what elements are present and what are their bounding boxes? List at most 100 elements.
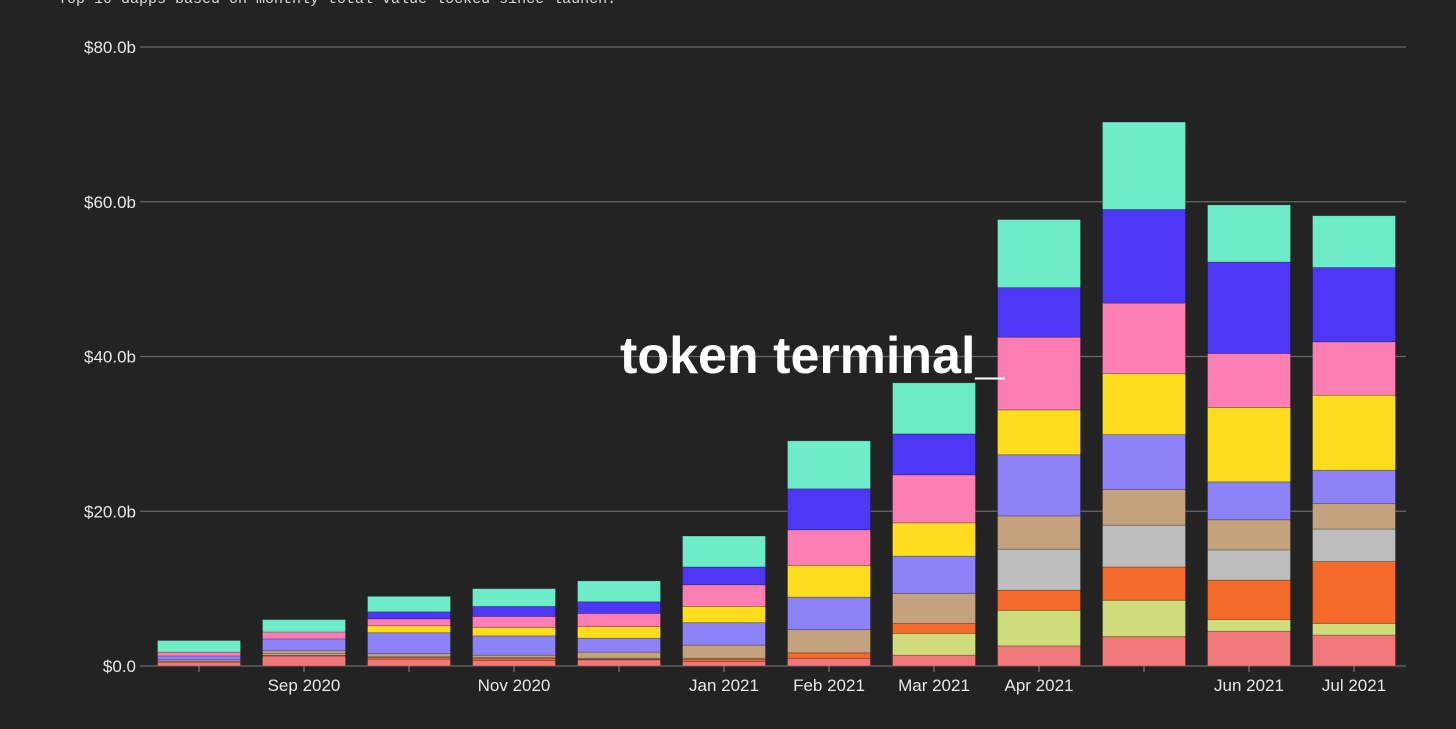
- bar-segment: [787, 657, 871, 667]
- bar-segment: [1207, 630, 1291, 667]
- bar-segment: [682, 606, 766, 624]
- bar-segment: [1312, 267, 1396, 343]
- bar-segment: [577, 612, 661, 627]
- bar-segment: [1312, 469, 1396, 504]
- bar-segment: [1102, 524, 1186, 568]
- bar-layer: [157, 121, 1396, 667]
- bar-segment: [1312, 623, 1396, 636]
- bar-segment: [1207, 519, 1291, 551]
- bar-segment: [997, 454, 1081, 517]
- bar-segment: [262, 655, 346, 667]
- bar-segment: [472, 588, 556, 607]
- x-tick-label: Apr 2021: [1005, 676, 1074, 695]
- bar-segment: [1312, 394, 1396, 471]
- x-tick-label: Jun 2021: [1214, 676, 1284, 695]
- x-tick-label: Mar 2021: [898, 676, 970, 695]
- y-tick-label: $80.0b: [84, 38, 136, 57]
- y-tick-label: $40.0b: [84, 348, 136, 367]
- bar-segment: [1312, 341, 1396, 396]
- bar-segment: [787, 596, 871, 631]
- bar-segment: [1102, 373, 1186, 436]
- bar-segment: [682, 535, 766, 568]
- bar-segment: [682, 566, 766, 586]
- bar-segment: [682, 622, 766, 646]
- bar-segment: [892, 592, 976, 624]
- bar-segment: [472, 660, 556, 667]
- bar-segment: [1207, 204, 1291, 263]
- bar-segment: [367, 653, 451, 658]
- bar-segment: [577, 659, 661, 667]
- bar-segment: [577, 601, 661, 614]
- bar-segment: [1312, 503, 1396, 530]
- watermark-logo: token terminal_: [620, 327, 1005, 385]
- bar-segment: [787, 529, 871, 566]
- bar-segment: [892, 654, 976, 667]
- bar-segment: [1102, 121, 1186, 210]
- x-tick-label: Feb 2021: [793, 676, 865, 695]
- bar-segment: [157, 661, 241, 667]
- x-tick-label: Jan 2021: [689, 676, 759, 695]
- bar-segment: [1102, 302, 1186, 374]
- bar-segment: [682, 660, 766, 667]
- bar-segment: [892, 474, 976, 524]
- bar-segment: [682, 644, 766, 659]
- bar-segment: [262, 650, 346, 655]
- bar-segment: [157, 651, 241, 657]
- bar-segment: [1312, 528, 1396, 562]
- bar-segment: [1207, 407, 1291, 483]
- y-tick-label: $0.0: [103, 657, 136, 676]
- bar-segment: [1312, 215, 1396, 268]
- y-tick-label: $20.0b: [84, 502, 136, 521]
- bar-segment: [682, 584, 766, 607]
- bar-segment: [892, 433, 976, 476]
- bar-segment: [892, 382, 976, 435]
- bar-segment: [1207, 579, 1291, 620]
- bar-segment: [472, 616, 556, 628]
- bar-segment: [892, 522, 976, 557]
- x-tick-label: Nov 2020: [478, 676, 551, 695]
- bar-segment: [1207, 619, 1291, 632]
- grid-layer: [140, 46, 1406, 667]
- chart-subtitle: Top 10 dapps based on monthly total valu…: [58, 0, 616, 8]
- bar-segment: [892, 623, 976, 634]
- bar-segment: [157, 655, 241, 661]
- bar-segment: [997, 336, 1081, 411]
- bar-segment: [367, 656, 451, 658]
- bar-segment: [787, 652, 871, 659]
- bar-segment: [1102, 209, 1186, 304]
- bar-segment: [577, 651, 661, 659]
- bar-segment: [997, 589, 1081, 611]
- x-tick-label: Sep 2020: [268, 676, 341, 695]
- bar-segment: [577, 637, 661, 653]
- bar-segment: [157, 640, 241, 653]
- bar-segment: [787, 629, 871, 654]
- bar-segment: [997, 645, 1081, 667]
- bar-segment: [997, 219, 1081, 289]
- y-tick-label: $60.0b: [84, 193, 136, 212]
- bar-segment: [262, 619, 346, 633]
- bar-segment: [472, 626, 556, 637]
- bar-segment: [1102, 489, 1186, 526]
- bar-segment: [472, 635, 556, 656]
- bar-segment: [262, 631, 346, 640]
- bar-segment: [997, 548, 1081, 591]
- bar-segment: [1102, 566, 1186, 601]
- bar-segment: [1102, 599, 1186, 637]
- x-tick-label: Jul 2021: [1322, 676, 1386, 695]
- bar-segment: [367, 595, 451, 613]
- bar-segment: [1102, 434, 1186, 490]
- bar-segment: [472, 606, 556, 617]
- bar-segment: [1207, 549, 1291, 581]
- bar-segment: [997, 515, 1081, 550]
- bar-segment: [1207, 261, 1291, 354]
- label-layer: $0.0 $20.0b $40.0b $60.0b $80.0b Sep 2020 Nov …: [84, 38, 1386, 695]
- bar-segment: [787, 488, 871, 531]
- bar-segment: [1207, 481, 1291, 521]
- bar-segment: [787, 440, 871, 490]
- bar-segment: [892, 633, 976, 656]
- bar-segment: [367, 658, 451, 667]
- bar-segment: [997, 287, 1081, 338]
- bar-segment: [1207, 353, 1291, 408]
- bar-segment: [367, 632, 451, 655]
